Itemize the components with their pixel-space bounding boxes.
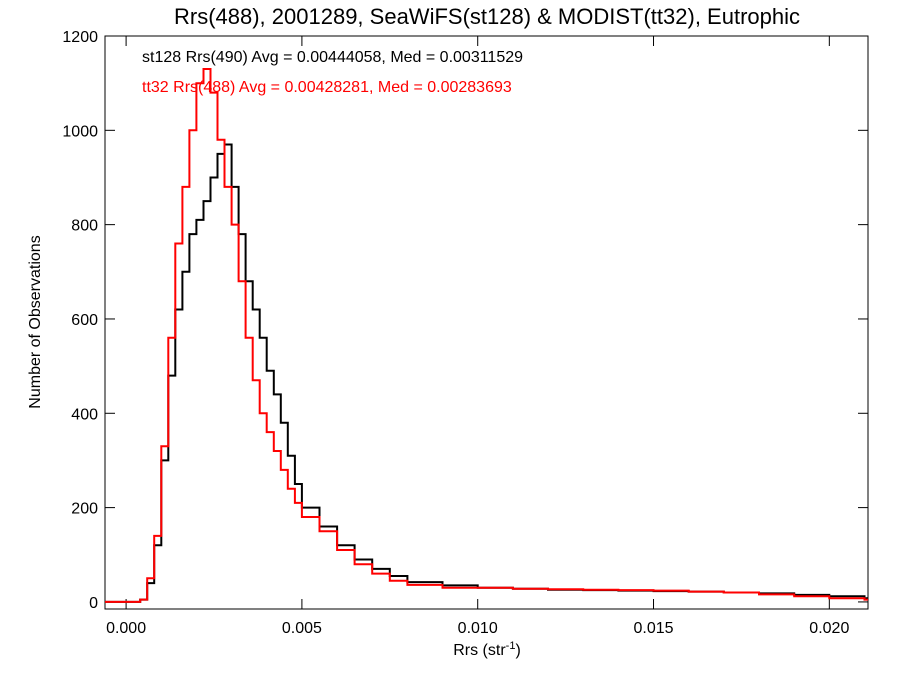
x-tick-label: 0.005 xyxy=(282,620,322,637)
series-line-1 xyxy=(105,68,868,603)
y-tick-label: 600 xyxy=(71,312,98,329)
y-tick-label: 1200 xyxy=(62,29,98,46)
x-axis: 0.000 0.005 0.010 0.015 0.020 xyxy=(106,36,849,637)
y-tick-label: 1000 xyxy=(62,123,98,140)
x-tick-label: 0.000 xyxy=(106,620,146,637)
y-tick-label: 800 xyxy=(71,218,98,235)
x-tick-label: 0.020 xyxy=(809,620,849,637)
y-axis-label: Number of Observations xyxy=(27,235,44,408)
x-tick-label: 0.015 xyxy=(633,620,673,637)
y-tick-label: 0 xyxy=(89,595,98,612)
y-tick-label: 400 xyxy=(71,406,98,423)
y-tick-label: 200 xyxy=(71,501,98,518)
legend-entry-st128: st128 Rrs(490) Avg = 0.00444058, Med = 0… xyxy=(142,49,523,66)
chart-title: Rrs(488), 2001289, SeaWiFS(st128) & MODI… xyxy=(174,4,800,29)
x-tick-label: 0.010 xyxy=(458,620,498,637)
series-group xyxy=(105,68,868,603)
plot-frame xyxy=(104,35,869,610)
series-line-0 xyxy=(105,143,868,603)
y-axis: 0 200 400 600 800 1000 1200 xyxy=(62,29,868,612)
x-axis-label: Rrs (str-1) xyxy=(453,640,521,659)
legend-entry-tt32: tt32 Rrs(488) Avg = 0.00428281, Med = 0.… xyxy=(142,79,512,96)
